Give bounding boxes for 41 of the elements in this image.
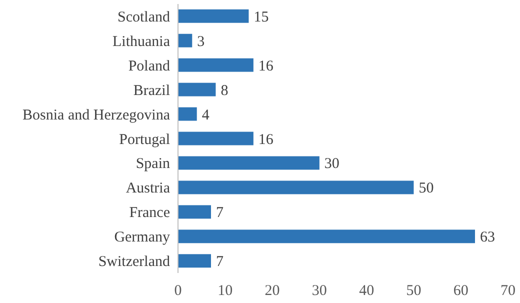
y-tick-label: Scotland <box>118 9 170 26</box>
y-tick-label: Portugal <box>119 132 170 148</box>
data-label: 8 <box>220 82 228 99</box>
y-tick-label: Brazil <box>133 82 170 99</box>
bar <box>178 82 216 96</box>
data-label: 16 <box>258 132 274 148</box>
bar <box>178 156 320 170</box>
y-tick-label: Switzerland <box>98 254 170 270</box>
data-label: 15 <box>254 9 269 26</box>
data-label: 16 <box>258 58 274 74</box>
bar <box>178 132 254 146</box>
y-tick-label: Spain <box>136 156 170 172</box>
x-tick-label: 0 <box>174 283 182 299</box>
y-tick-label: Germany <box>114 230 170 246</box>
bar <box>178 180 414 194</box>
bar <box>178 58 254 72</box>
data-label: 50 <box>418 180 434 197</box>
y-tick-label: Bosnia and Herzegovina <box>22 107 170 124</box>
x-tick-label: 30 <box>312 283 327 299</box>
y-tick-label: Lithuania <box>112 34 170 50</box>
y-tick-label: Poland <box>128 58 170 74</box>
x-tick-label: 50 <box>406 283 422 299</box>
bar <box>178 230 475 244</box>
bar <box>178 205 211 219</box>
data-label: 7 <box>216 254 224 270</box>
x-tick-label: 10 <box>218 283 233 299</box>
x-tick-label: 40 <box>359 283 374 299</box>
data-label: 30 <box>324 156 340 172</box>
bar <box>178 9 249 23</box>
data-label: 4 <box>202 107 210 124</box>
x-tick-label: 70 <box>500 283 516 299</box>
data-label: 63 <box>480 230 495 246</box>
y-tick-label: Austria <box>126 180 170 197</box>
bar <box>178 107 197 121</box>
bar <box>178 34 192 48</box>
x-tick-label: 20 <box>264 283 280 299</box>
bar <box>178 254 211 268</box>
data-label: 3 <box>197 34 205 50</box>
data-label: 7 <box>216 205 224 222</box>
x-tick-label: 60 <box>453 283 468 299</box>
y-tick-label: France <box>129 205 170 222</box>
